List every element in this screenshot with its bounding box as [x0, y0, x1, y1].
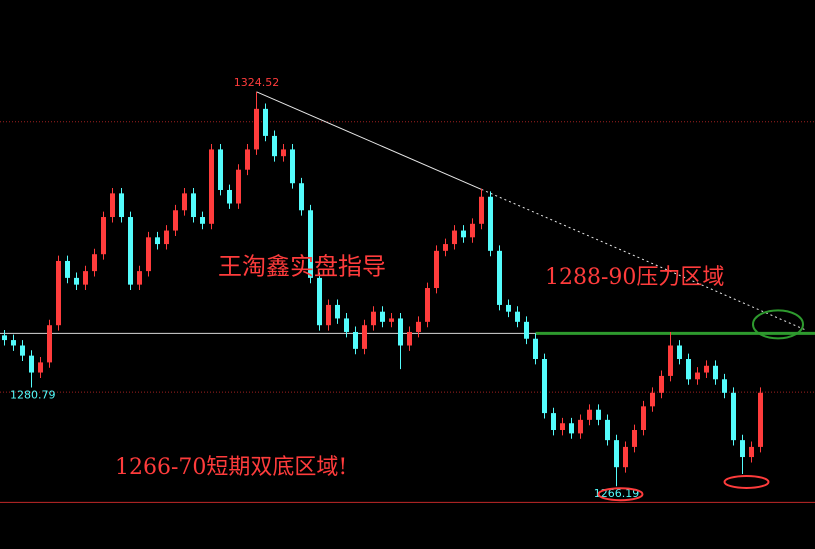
annotation: 1288-90压力区域: [545, 265, 724, 290]
candle-body: [200, 217, 205, 224]
candle-body: [353, 331, 358, 349]
annotation: 王淘鑫实盘指导: [218, 253, 386, 281]
candle-body: [155, 237, 160, 245]
candle-body: [20, 345, 25, 356]
candle-body: [38, 362, 43, 373]
candle-body: [29, 355, 34, 373]
candle-body: [164, 230, 169, 245]
candle-body: [407, 331, 412, 346]
resistance-ellipse: [752, 309, 804, 340]
candle-body: [119, 193, 124, 218]
candle-body: [83, 271, 88, 285]
candle-body: [452, 230, 457, 245]
candle-body: [668, 345, 673, 376]
candle-body: [290, 149, 295, 184]
candle-body: [389, 318, 394, 322]
candle-body: [749, 446, 754, 458]
low-label: 1280.79: [10, 388, 56, 401]
candle-body: [182, 193, 187, 211]
candle-body: [515, 311, 520, 322]
candle-body: [560, 423, 565, 431]
candle-body: [470, 223, 475, 238]
candle-body: [380, 311, 385, 322]
candle-body: [209, 149, 214, 224]
candle-body: [650, 392, 655, 407]
bottom-ellipse: [723, 474, 770, 489]
candle-body: [713, 365, 718, 380]
levels: [0, 91, 815, 503]
candle-body: [137, 271, 142, 285]
candle-body: [92, 254, 97, 272]
candle-body: [281, 149, 286, 157]
candle-body: [416, 321, 421, 332]
candle-body: [74, 277, 79, 285]
candle-body: [677, 345, 682, 360]
candle-body: [101, 217, 106, 255]
candle-body: [686, 359, 691, 380]
candle-body: [191, 193, 196, 218]
candle-body: [443, 244, 448, 251]
high-label: 1324.52: [234, 76, 280, 89]
candle-body: [596, 409, 601, 420]
candle-body: [587, 409, 592, 420]
candle-body: [398, 318, 403, 346]
candle-body: [245, 149, 250, 170]
candle-body: [497, 250, 502, 305]
candle-body: [272, 135, 277, 157]
trendline: [256, 91, 482, 190]
candle-body: [299, 183, 304, 211]
candle-body: [335, 304, 340, 319]
candle-body: [488, 196, 493, 251]
candle-body: [704, 365, 709, 373]
candle-body: [236, 169, 241, 204]
candle-body: [227, 189, 232, 204]
candle-body: [2, 335, 7, 341]
candle-body: [578, 419, 583, 434]
candle-body: [542, 359, 547, 414]
candle-body: [614, 440, 619, 468]
bottom-ellipse: [597, 487, 644, 502]
candles: [2, 91, 763, 487]
candle-body: [263, 108, 268, 136]
candle-body: [173, 210, 178, 231]
candle-body: [308, 210, 313, 278]
trendline-dashed: [481, 188, 806, 331]
candle-body: [758, 392, 763, 447]
candle-body: [362, 325, 367, 349]
candle-body: [56, 260, 61, 326]
candle-body: [65, 260, 70, 278]
candle-body: [326, 304, 331, 326]
candle-body: [524, 321, 529, 339]
candle-body: [623, 446, 628, 468]
candle-body: [344, 318, 349, 332]
candle-body: [128, 217, 133, 285]
candle-body: [11, 340, 16, 346]
candle-body: [506, 304, 511, 312]
candle-body: [740, 440, 745, 458]
candle-body: [47, 325, 52, 363]
candle-body: [551, 413, 556, 431]
candle-body: [110, 193, 115, 218]
candle-body: [479, 196, 484, 224]
candle-body: [632, 430, 637, 447]
candle-body: [722, 379, 727, 393]
candle-body: [461, 230, 466, 238]
candle-body: [533, 338, 538, 360]
candle-body: [605, 419, 610, 441]
candle-body: [695, 372, 700, 380]
candle-body: [731, 392, 736, 441]
candle-body: [434, 250, 439, 289]
annotation: 1266-70短期双底区域!: [115, 455, 347, 480]
candle-body: [425, 288, 430, 322]
candle-body: [569, 423, 574, 434]
candle-body: [254, 108, 259, 150]
candle-body: [146, 237, 151, 272]
candle-body: [371, 311, 376, 326]
candle-body: [641, 406, 646, 431]
candle-body: [659, 375, 664, 393]
candle-body: [317, 277, 322, 326]
candle-body: [218, 149, 223, 190]
